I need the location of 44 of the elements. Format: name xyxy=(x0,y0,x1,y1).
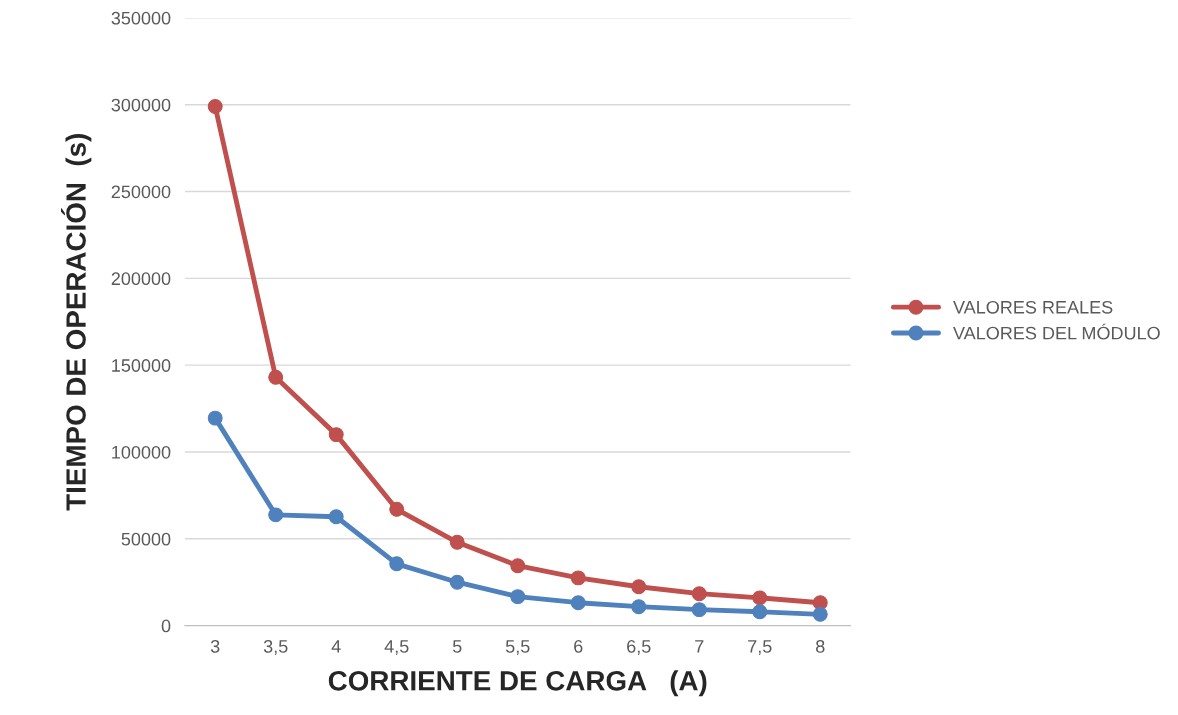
point xyxy=(510,558,526,574)
point xyxy=(449,574,465,590)
point xyxy=(752,604,768,620)
legend-label: VALORES REALES xyxy=(953,300,1113,314)
point xyxy=(389,556,405,572)
point xyxy=(389,501,405,517)
x-tick-label: 3 xyxy=(210,639,220,653)
point xyxy=(510,589,526,605)
point xyxy=(752,590,768,606)
y-tick-label: 100000 xyxy=(112,445,171,459)
x-tick-label: 3,5 xyxy=(263,639,288,655)
y-axis-title: TIEMPO DE OPERACIÓN (s) xyxy=(60,134,92,511)
point xyxy=(449,534,465,550)
x-tick-label: 4 xyxy=(331,640,341,653)
y-tick-label: 50000 xyxy=(121,532,171,546)
point xyxy=(570,595,586,611)
x-tick-label: 5,5 xyxy=(505,640,530,655)
y-tick-label: 150000 xyxy=(112,359,171,372)
y-tick-label: 200000 xyxy=(111,272,171,286)
y-tick-label: 300000 xyxy=(111,98,171,112)
point xyxy=(207,410,223,426)
point xyxy=(328,427,344,443)
x-tick-label: 7 xyxy=(695,640,704,653)
x-tick-label: 7,5 xyxy=(748,640,772,655)
x-tick-label: 6 xyxy=(574,639,583,653)
point xyxy=(812,606,828,622)
y-tick-label: 0 xyxy=(161,619,171,633)
point xyxy=(268,507,284,523)
point xyxy=(631,579,647,595)
x-tick-label: 5 xyxy=(452,640,462,653)
x-axis-title: CORRIENTE DE CARGA (A) xyxy=(328,670,707,697)
point xyxy=(207,98,223,114)
x-tick-label: 8 xyxy=(816,639,825,653)
point xyxy=(691,602,707,618)
point xyxy=(691,586,707,602)
point xyxy=(570,570,586,586)
y-tick-label: 350000 xyxy=(111,11,171,25)
x-tick-label: 6,5 xyxy=(627,639,651,655)
point xyxy=(631,599,647,615)
y-tick-label: 250000 xyxy=(111,185,171,199)
point xyxy=(328,509,344,525)
x-tick-label: 4,5 xyxy=(384,640,409,655)
legend-label: VALORES DEL MÓDULO xyxy=(953,323,1160,340)
point xyxy=(268,369,284,385)
